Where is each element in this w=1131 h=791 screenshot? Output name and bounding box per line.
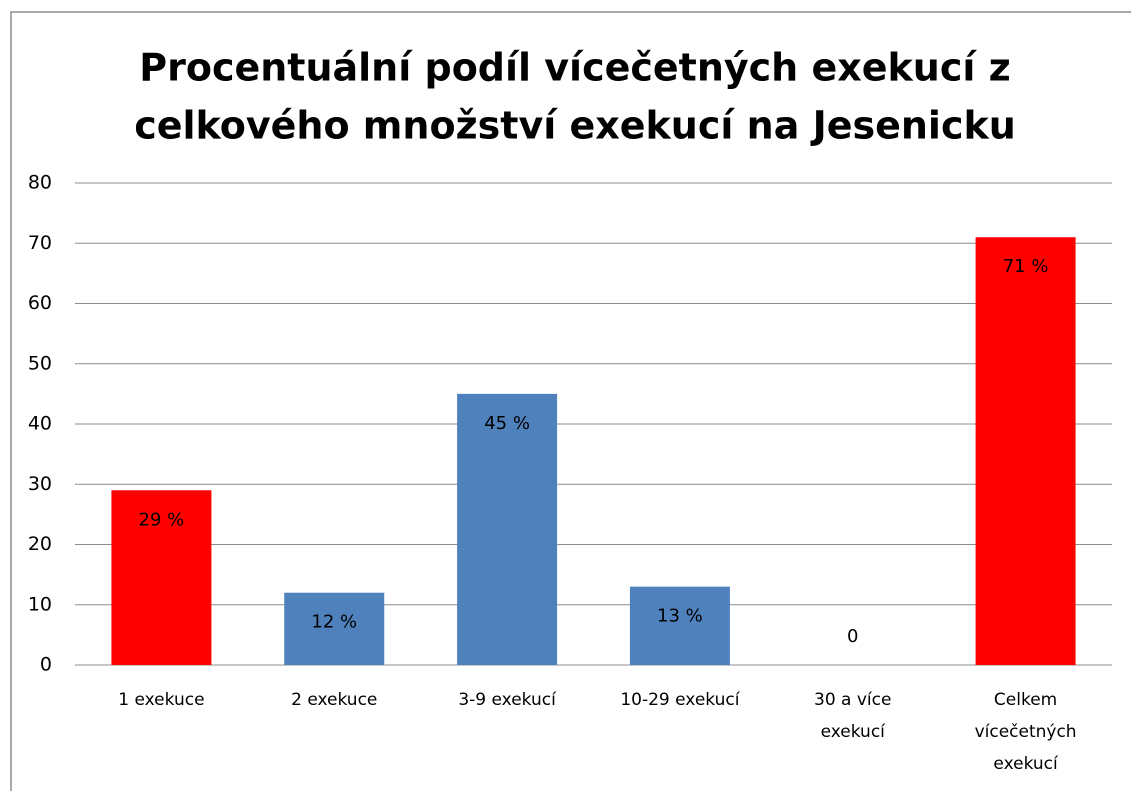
x-tick-label: vícečetných	[975, 722, 1077, 742]
x-tick-label: 30 a více	[814, 690, 891, 710]
x-tick-label: exekucí	[993, 754, 1059, 774]
x-tick-label: 3-9 exekucí	[458, 690, 557, 710]
bar	[975, 237, 1076, 665]
y-tick-label: 0	[40, 654, 52, 676]
bar	[111, 490, 212, 665]
chart-title: celkového množství exekucí na Jesenicku	[134, 104, 1016, 148]
bar	[284, 592, 385, 665]
y-tick-label: 10	[28, 593, 52, 615]
bar	[629, 586, 730, 665]
y-tick-label: 50	[28, 352, 52, 374]
chart-border	[10, 11, 1131, 791]
x-tick-label: exekucí	[821, 722, 887, 742]
y-tick-label: 40	[28, 413, 52, 435]
y-tick-label: 80	[28, 172, 52, 194]
x-tick-label: 1 exekuce	[118, 690, 204, 710]
chart-title: Procentuální podíl vícečetných exekucí z	[139, 46, 1011, 90]
bar	[457, 393, 558, 665]
y-tick-label: 30	[28, 473, 52, 495]
x-tick-label: 2 exekuce	[291, 690, 377, 710]
value-label: 13 %	[657, 606, 703, 627]
y-tick-label: 20	[28, 533, 52, 555]
value-label: 71 %	[1003, 256, 1049, 277]
y-tick-label: 70	[28, 232, 52, 254]
value-label: 0	[847, 626, 858, 647]
x-tick-label: Celkem	[994, 690, 1057, 710]
x-tick-label: 10-29 exekucí	[620, 690, 740, 710]
y-tick-label: 60	[28, 292, 52, 314]
value-label: 12 %	[311, 612, 357, 633]
value-label: 45 %	[484, 413, 530, 434]
value-label: 29 %	[139, 509, 185, 530]
